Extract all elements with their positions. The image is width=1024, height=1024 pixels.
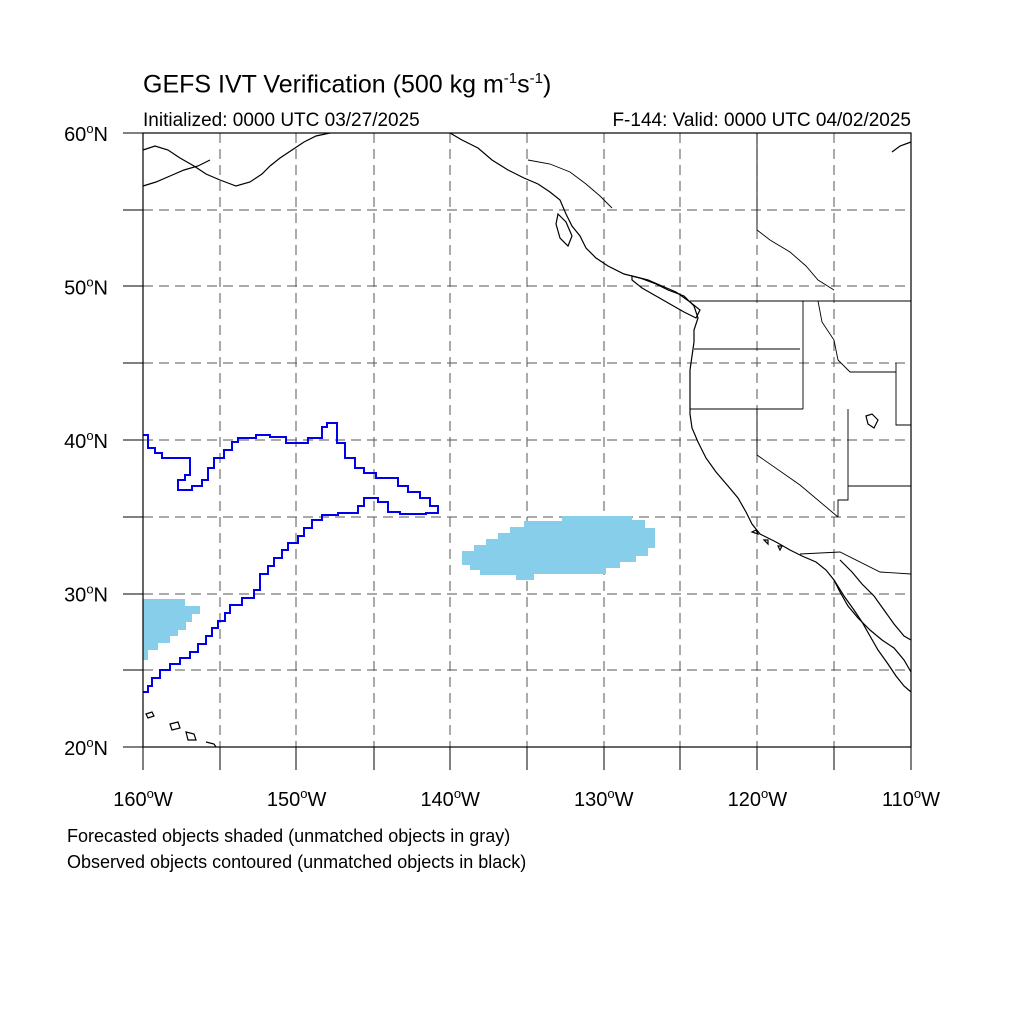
- observed-objects: [143, 422, 439, 693]
- gulf-of-california: [839, 559, 912, 641]
- lon-label: 110oW: [882, 786, 940, 811]
- initialized-label: Initialized: 0000 UTC 03/27/2025: [143, 110, 420, 131]
- nevada-border: [756, 409, 839, 518]
- lon-label: 150oW: [267, 786, 327, 811]
- bc-alberta-border: [756, 133, 835, 291]
- lat-label: 60oN: [64, 121, 108, 146]
- latitude-labels: 60oN 50oN 40oN 30oN 20oN: [64, 121, 108, 760]
- hawaii-islands: [145, 711, 217, 748]
- caption-forecast: Forecasted objects shaded (unmatched obj…: [67, 826, 511, 846]
- political-borders: [527, 133, 912, 575]
- haida-gwaii: [555, 212, 573, 248]
- lon-label: 120oW: [728, 786, 788, 811]
- vancouver-island: [631, 275, 701, 319]
- baja-california: [833, 579, 912, 693]
- lat-label: 50oN: [64, 275, 108, 300]
- idaho-montana-border: [817, 300, 896, 373]
- north-america-coast: [449, 132, 912, 673]
- wyoming-border: [895, 363, 911, 426]
- caption-observed: Observed objects contoured (unmatched ob…: [67, 852, 527, 872]
- alaska-bc-border: [527, 159, 613, 209]
- coastlines: [142, 132, 912, 748]
- lat-label: 20oN: [64, 735, 108, 760]
- forecast-object-central: [462, 516, 655, 580]
- great-salt-lake: [865, 413, 879, 429]
- nevada-utah-border: [837, 409, 849, 517]
- alaska-peninsula: [142, 159, 211, 187]
- channel-islands: [750, 529, 783, 552]
- lon-label: 130oW: [574, 786, 634, 811]
- map-title: GEFS IVT Verification (500 kg m-1s-1): [143, 70, 552, 99]
- axis-ticks: [123, 132, 912, 770]
- lat-label: 40oN: [64, 428, 108, 453]
- lon-label: 140oW: [420, 786, 480, 811]
- forecast-object-west: [143, 599, 200, 660]
- alaska-coast: [142, 132, 331, 187]
- lat-label: 30oN: [64, 582, 108, 607]
- longitude-labels: 160oW 150oW 140oW 130oW 120oW 110oW: [113, 786, 940, 811]
- observed-object-northern: [143, 422, 439, 693]
- us-mexico-border: [799, 551, 912, 575]
- lon-label: 160oW: [113, 786, 173, 811]
- valid-time-label: F-144: Valid: 0000 UTC 04/02/2025: [612, 110, 911, 131]
- forecast-objects: [143, 516, 655, 660]
- graticule: [143, 133, 911, 747]
- hudson-bay-edge: [891, 141, 912, 153]
